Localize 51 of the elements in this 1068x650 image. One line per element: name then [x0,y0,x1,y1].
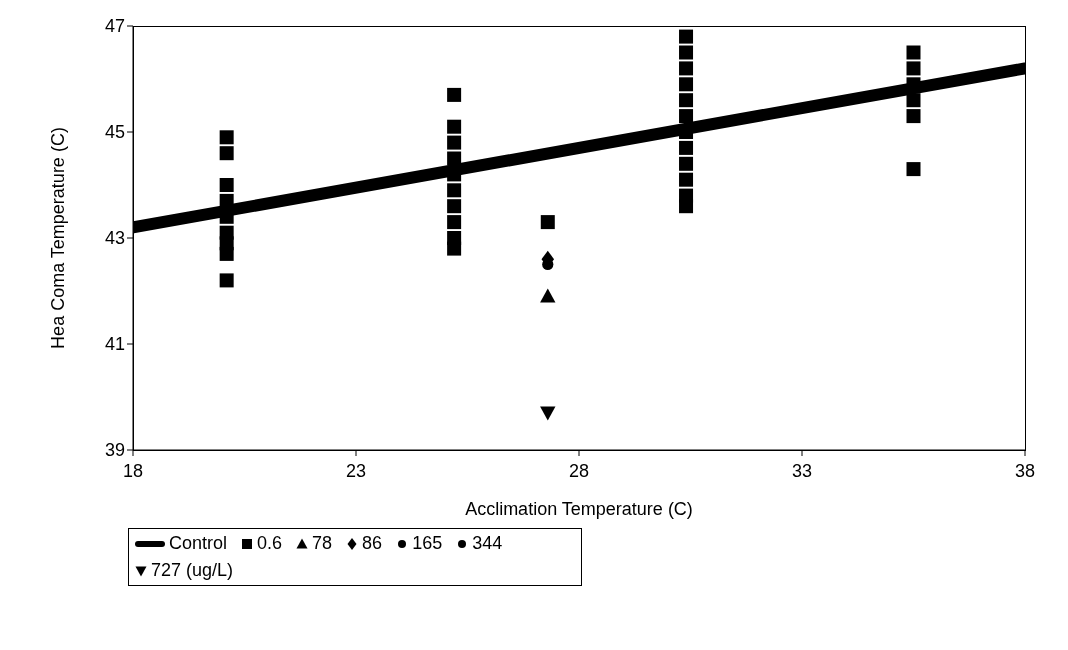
y-tick-label: 45 [104,122,125,143]
point [679,93,694,108]
x-tick-label: 33 [791,460,813,481]
point [447,87,462,102]
point [540,288,556,303]
point [906,109,921,124]
point [447,241,462,256]
x-tick-label: 18 [122,460,144,481]
legend-label: 165 [412,533,443,554]
y-tick-label: 41 [104,334,125,355]
point [906,61,921,76]
point [219,146,234,161]
point [219,130,234,145]
point [219,178,234,192]
point [679,199,694,214]
point [679,45,694,60]
y-axis-title: Hea Coma Temperature (C) [48,127,69,349]
point [679,156,694,171]
point [679,172,694,187]
x-tick-label: 38 [1014,460,1036,481]
point [447,151,462,166]
point [447,135,462,150]
point [906,93,921,108]
legend-label: 86 [362,533,383,554]
point [906,45,921,60]
point [540,215,555,230]
point [679,77,694,92]
point [447,119,462,134]
point [679,109,694,124]
y-tick-label: 39 [104,440,125,461]
legend-label: 78 [312,533,333,554]
legend-label: 727 (ug/L) [151,560,234,581]
point [219,273,234,288]
point [679,61,694,76]
legend-label: Control [169,533,228,554]
x-tick-label: 28 [568,460,590,481]
legend-label: 0.6 [257,533,283,554]
point [447,199,462,214]
point [447,215,462,230]
legend-label: 344 [472,533,503,554]
point [219,246,234,261]
y-tick-label: 43 [104,228,125,249]
point [679,140,694,155]
point [906,162,921,177]
point [447,183,462,198]
y-tick-label: 47 [104,16,125,37]
x-axis-title: Acclimation Temperature (C) [465,499,693,519]
x-tick-label: 23 [345,460,367,481]
point [679,29,694,44]
point [219,193,234,208]
point [540,406,556,421]
